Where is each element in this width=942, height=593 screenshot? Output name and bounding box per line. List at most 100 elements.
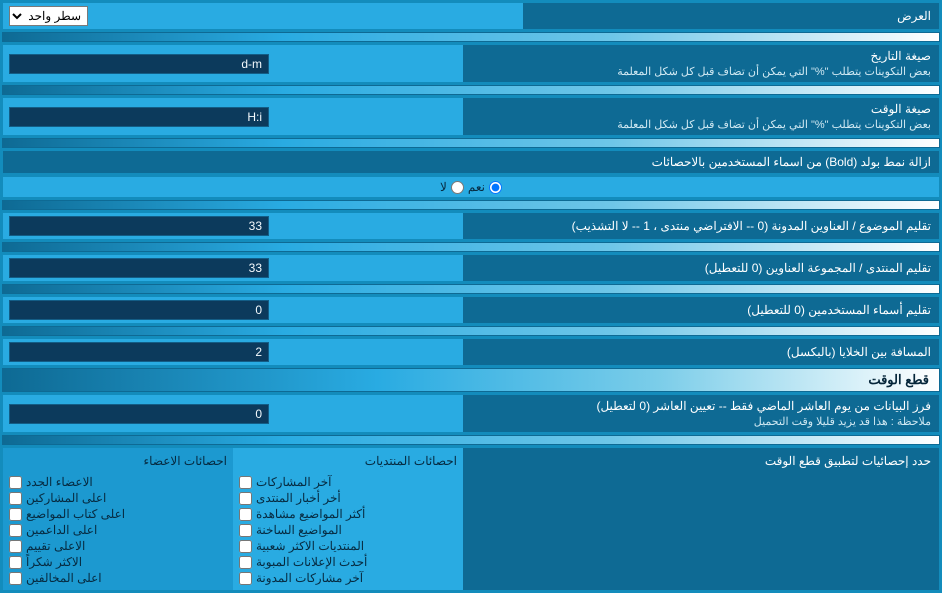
stats-checkbox-label: آخر مشاركات المدونة — [256, 571, 363, 585]
date-format-label: صيغة التاريخ — [471, 49, 931, 63]
stats-checkbox-item: آخر مشاركات المدونة — [239, 570, 457, 586]
date-format-input[interactable] — [9, 54, 269, 74]
cell-spacing-input-cell — [3, 339, 463, 365]
stats-checkbox-label: اعلى الداعمين — [26, 523, 97, 537]
stats-checkbox-item: اعلى الداعمين — [9, 522, 227, 538]
stats-checkbox[interactable] — [239, 540, 252, 553]
bold-yes-label: نعم — [468, 180, 485, 194]
stats-checkbox[interactable] — [9, 492, 22, 505]
separator — [2, 435, 940, 445]
sort-data-row: فرز البيانات من يوم العاشر الماضي فقط --… — [2, 394, 940, 433]
stats-col2-head: احصائات الاعضاء — [9, 452, 227, 474]
stats-checkbox-item: أحدث الإعلانات المبوبة — [239, 554, 457, 570]
sort-data-input-cell — [3, 395, 463, 432]
stats-checkbox-item: المواضيع الساخنة — [239, 522, 457, 538]
separator — [2, 242, 940, 252]
bold-radio-row: نعم لا — [2, 176, 940, 198]
time-format-input-cell — [3, 98, 463, 135]
section-header-text: قطع الوقت — [868, 372, 929, 388]
stats-checkbox-label: الاكثر شكراً — [26, 555, 82, 569]
stats-checkbox[interactable] — [239, 492, 252, 505]
time-format-label-cell: صيغة الوقت بعض التكوينات يتطلب "%" التي … — [463, 98, 939, 135]
stats-checkbox-label: أكثر المواضيع مشاهدة — [256, 507, 365, 521]
date-format-label-cell: صيغة التاريخ بعض التكوينات يتطلب "%" الت… — [463, 45, 939, 82]
separator — [2, 326, 940, 336]
stats-row: حدد إحصائيات لتطبيق قطع الوقت احصائات ال… — [2, 447, 940, 591]
sort-data-input[interactable] — [9, 404, 269, 424]
section-header: قطع الوقت — [2, 368, 940, 392]
stats-col-2: احصائات الاعضاء الاعضاء الجدد اعلى المشار… — [3, 448, 233, 590]
separator — [2, 85, 940, 95]
bold-label: ازالة نمط بولد (Bold) من اسماء المستخدمي… — [652, 155, 931, 169]
stats-col1-head: احصائات المنتديات — [239, 452, 457, 474]
separator — [2, 32, 940, 42]
stats-checkbox-item: أكثر المواضيع مشاهدة — [239, 506, 457, 522]
stats-checkbox-label: أخر أخبار المنتدى — [256, 491, 341, 505]
stats-checkbox[interactable] — [239, 556, 252, 569]
separator — [2, 200, 940, 210]
time-format-row: صيغة الوقت بعض التكوينات يتطلب "%" التي … — [2, 97, 940, 136]
trim-forum-label: تقليم المنتدى / المجموعة العناوين (0 للت… — [471, 261, 931, 275]
display-label-text: العرض — [531, 9, 931, 23]
trim-forum-input[interactable] — [9, 258, 269, 278]
stats-checkbox[interactable] — [9, 476, 22, 489]
trim-users-label: تقليم أسماء المستخدمين (0 للتعطيل) — [471, 303, 931, 317]
trim-users-input-cell — [3, 297, 463, 323]
cell-spacing-row: المسافة بين الخلايا (بالبكسل) — [2, 338, 940, 366]
stats-checkbox-label: اعلى المخالفين — [26, 571, 102, 585]
stats-checkbox-label: المنتديات الاكثر شعبية — [256, 539, 364, 553]
stats-checkbox-item: المنتديات الاكثر شعبية — [239, 538, 457, 554]
stats-checkbox[interactable] — [239, 508, 252, 521]
stats-checkbox-label: الاعضاء الجدد — [26, 475, 93, 489]
time-format-label: صيغة الوقت — [471, 102, 931, 116]
stats-checkbox-item: اعلى المشاركين — [9, 490, 227, 506]
stats-label-cell: حدد إحصائيات لتطبيق قطع الوقت — [463, 448, 939, 590]
stats-checkbox-label: آخر المشاركات — [256, 475, 331, 489]
date-format-input-cell — [3, 45, 463, 82]
display-select[interactable]: سطر واحد — [9, 6, 88, 26]
stats-checkbox[interactable] — [9, 540, 22, 553]
stats-col-1: احصائات المنتديات آخر المشاركات أخر أخبار… — [233, 448, 463, 590]
stats-checkbox-item: آخر المشاركات — [239, 474, 457, 490]
stats-checkbox-label: الاعلى تقييم — [26, 539, 85, 553]
date-format-row: صيغة التاريخ بعض التكوينات يتطلب "%" الت… — [2, 44, 940, 83]
bold-radio-yes[interactable] — [489, 181, 502, 194]
stats-columns: احصائات المنتديات آخر المشاركات أخر أخبار… — [3, 448, 463, 590]
trim-users-label-cell: تقليم أسماء المستخدمين (0 للتعطيل) — [463, 297, 939, 323]
stats-checkbox[interactable] — [9, 524, 22, 537]
stats-checkbox[interactable] — [9, 556, 22, 569]
stats-checkbox-label: أحدث الإعلانات المبوبة — [256, 555, 367, 569]
trim-topics-label-cell: تقليم الموضوع / العناوين المدونة (0 -- ا… — [463, 213, 939, 239]
display-input-cell: سطر واحد — [3, 3, 523, 29]
stats-checkbox[interactable] — [9, 508, 22, 521]
stats-checkbox[interactable] — [239, 524, 252, 537]
stats-checkbox-label: اعلى كتاب المواضيع — [26, 507, 125, 521]
stats-checkbox[interactable] — [9, 572, 22, 585]
bold-no-label: لا — [440, 180, 447, 194]
sort-data-sub: ملاحظة : هذا قد يزيد قليلا وقت التحميل — [471, 415, 931, 428]
trim-forum-label-cell: تقليم المنتدى / المجموعة العناوين (0 للت… — [463, 255, 939, 281]
time-format-sub: بعض التكوينات يتطلب "%" التي يمكن أن تضا… — [471, 118, 931, 131]
stats-checkbox[interactable] — [239, 572, 252, 585]
cell-spacing-label: المسافة بين الخلايا (بالبكسل) — [471, 345, 931, 359]
stats-label: حدد إحصائيات لتطبيق قطع الوقت — [765, 454, 931, 468]
trim-topics-label: تقليم الموضوع / العناوين المدونة (0 -- ا… — [471, 219, 931, 233]
stats-checkbox-label: اعلى المشاركين — [26, 491, 106, 505]
stats-checkbox-label: المواضيع الساخنة — [256, 523, 342, 537]
display-row: العرض سطر واحد — [2, 2, 940, 30]
sort-data-label-cell: فرز البيانات من يوم العاشر الماضي فقط --… — [463, 395, 939, 432]
cell-spacing-input[interactable] — [9, 342, 269, 362]
stats-checkbox-item: الاعضاء الجدد — [9, 474, 227, 490]
bold-radio-no[interactable] — [451, 181, 464, 194]
trim-users-input[interactable] — [9, 300, 269, 320]
stats-checkbox-item: أخر أخبار المنتدى — [239, 490, 457, 506]
trim-topics-input[interactable] — [9, 216, 269, 236]
display-label: العرض — [523, 3, 939, 29]
stats-checkbox-item: اعلى كتاب المواضيع — [9, 506, 227, 522]
separator — [2, 284, 940, 294]
stats-checkbox-item: الاعلى تقييم — [9, 538, 227, 554]
time-format-input[interactable] — [9, 107, 269, 127]
stats-checkbox-item: الاكثر شكراً — [9, 554, 227, 570]
stats-checkbox[interactable] — [239, 476, 252, 489]
trim-forum-input-cell — [3, 255, 463, 281]
